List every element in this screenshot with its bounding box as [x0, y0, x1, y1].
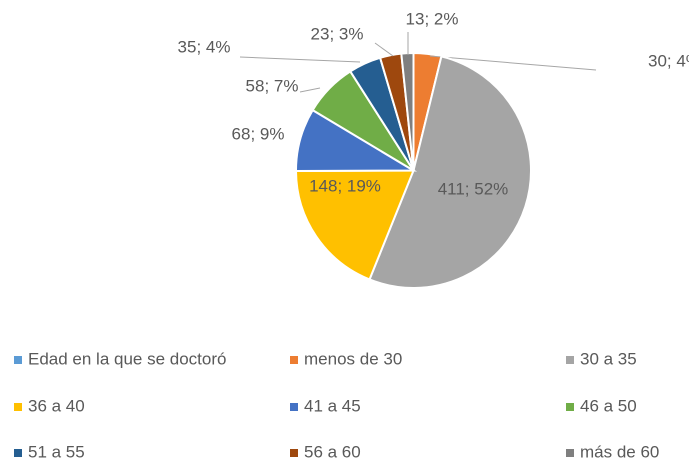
data-label: 148; 19%	[309, 176, 381, 195]
legend-label: 51 a 55	[28, 442, 85, 459]
data-label: 23; 3%	[311, 24, 364, 43]
legend-label: 46 a 50	[580, 396, 637, 415]
leader-line	[239, 56, 361, 63]
data-label: 13; 2%	[406, 9, 459, 28]
legend-label: menos de 30	[304, 349, 402, 368]
legend-marker	[290, 449, 298, 457]
data-label: 411; 52%	[438, 179, 509, 198]
legend-marker	[14, 403, 22, 411]
legend-label: 36 a 40	[28, 396, 85, 415]
legend-label: Edad en la que se doctoró	[28, 349, 226, 368]
legend-marker	[290, 403, 298, 411]
legend-marker	[14, 356, 22, 364]
legend-label: 56 a 60	[304, 442, 361, 459]
data-label: 68; 9%	[232, 124, 285, 143]
legend-label: más de 60	[580, 442, 659, 459]
pie-slice	[400, 51, 415, 171]
leader-line	[299, 87, 321, 93]
data-label: 58; 7%	[246, 76, 299, 95]
data-label: 35; 4%	[178, 37, 231, 56]
leader-line	[374, 42, 394, 57]
legend-marker	[566, 403, 574, 411]
legend-label: 30 a 35	[580, 349, 637, 368]
data-label: 30; 4%	[648, 51, 689, 70]
legend-marker	[566, 449, 574, 457]
legend-marker	[566, 356, 574, 364]
legend-label: 41 a 45	[304, 396, 361, 415]
leader-line	[429, 55, 597, 71]
legend-marker	[14, 449, 22, 457]
legend-marker	[290, 356, 298, 364]
pie-slice	[294, 169, 415, 281]
pie-slice	[368, 55, 532, 289]
